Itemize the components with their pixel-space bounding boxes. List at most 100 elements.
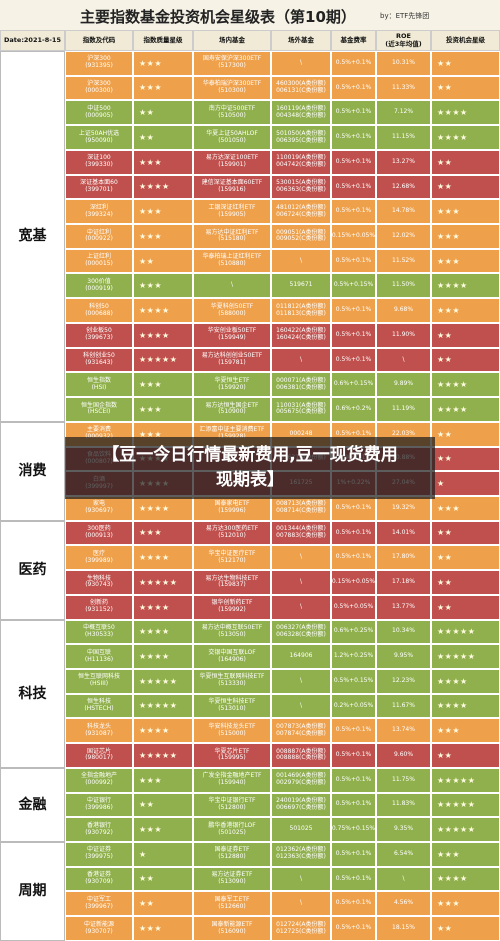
fee: 0.5%+0.1% (331, 75, 376, 101)
quality-stars: ★★★ (133, 273, 193, 299)
quality-stars: ★★ (133, 891, 193, 917)
index: 恒生科技 (HSTECH) (65, 693, 133, 719)
group-label: 周期 (0, 842, 65, 941)
opportunity-stars: ★★★ (431, 224, 500, 249)
otc-fund: 519671 (271, 273, 331, 299)
fee: 0.5%+0.1% (331, 495, 376, 521)
roe: 11.19% (376, 397, 431, 422)
exchange-fund: 华宝中证医疗ETF (512170) (193, 545, 271, 571)
column-header: 投资机会星级 (431, 30, 500, 51)
quality-stars: ★★ (133, 125, 193, 150)
group-label: 金融 (0, 767, 65, 842)
index: 创新药 (931152) (65, 594, 133, 620)
quality-stars: ★★★★ (133, 619, 193, 645)
opportunity-stars: ★★ (431, 149, 500, 175)
otc-fund: \ (271, 668, 331, 694)
roe: 14.01% (376, 520, 431, 546)
index: 恒生互联网科技 (HSIII) (65, 668, 133, 694)
exchange-fund: 华宝中证银行ETF (512800) (193, 792, 271, 818)
index: 中证银行 (399986) (65, 792, 133, 818)
roe: 9.95% (376, 644, 431, 669)
otc-fund: \ (271, 347, 331, 373)
index: 中证500 (000905) (65, 100, 133, 126)
fee: 0.5%+0.1% (331, 347, 376, 373)
opportunity-stars: ★★★★ (431, 372, 500, 398)
group-label: 科技 (0, 619, 65, 768)
quality-stars: ★★★★ (133, 594, 193, 620)
roe: 14.78% (376, 199, 431, 225)
opportunity-stars: ★★ (431, 421, 500, 447)
opportunity-stars: ★★★★ (431, 273, 500, 299)
quality-stars: ★★★★★ (133, 570, 193, 595)
title-bar: 主要指数基金投资机会星级表（第10期） by：ETF先锋团 (0, 0, 500, 30)
index: 深证100 (399330) (65, 149, 133, 175)
fee: 0.5%+0.1% (331, 51, 376, 76)
banner: 【豆一今日行情最新费用,豆一现货费用现期表】 (65, 437, 435, 499)
fee: 0.5%+0.1% (331, 891, 376, 917)
quality-stars: ★★★★ (133, 644, 193, 669)
roe: 13.27% (376, 149, 431, 175)
column-header: 指数及代码 (65, 30, 133, 51)
exchange-fund: 国泰新能源ETF (516090) (193, 916, 271, 941)
opportunity-stars: ★★★★ (431, 693, 500, 719)
fee: 0.5%+0.1% (331, 866, 376, 892)
exchange-fund: 交银中国互联LOF (164906) (193, 644, 271, 669)
fee: 0.5%+0.1% (331, 174, 376, 200)
quality-stars: ★★★★ (133, 322, 193, 348)
opportunity-stars: ★★ (431, 743, 500, 768)
opportunity-stars: ★★★★★ (431, 817, 500, 842)
quality-stars: ★★★ (133, 372, 193, 398)
fee: 0.75%+0.15% (331, 817, 376, 842)
roe: 11.75% (376, 767, 431, 793)
exchange-fund: 鹏华香港银行LOF (501025) (193, 817, 271, 842)
roe: 11.52% (376, 248, 431, 274)
fee: 0.6%+0.2% (331, 397, 376, 422)
quality-stars: ★★★ (133, 397, 193, 422)
roe: 12.02% (376, 224, 431, 249)
fee: 0.5%+0.1% (331, 149, 376, 175)
opportunity-stars: ★★★ (431, 248, 500, 274)
fee: 0.5%+0.1% (331, 298, 376, 323)
roe: 9.68% (376, 298, 431, 323)
index: 科创50 (000688) (65, 298, 133, 323)
exchange-fund: 易方达生物科技ETF (159837) (193, 570, 271, 595)
exchange-fund: 华泰柏瑞上证红利ETF (510880) (193, 248, 271, 274)
fee: 0.5%+0.15% (331, 668, 376, 694)
fee: 0.6%+0.25% (331, 619, 376, 645)
otc-fund: \ (271, 594, 331, 620)
otc-fund: 001344(A类份额) 007883(C类份额) (271, 520, 331, 546)
index: 国证芯片 (980017) (65, 743, 133, 768)
exchange-fund: 华夏恒生互联网科技ETF (513330) (193, 668, 271, 694)
roe: 19.32% (376, 495, 431, 521)
otc-fund: \ (271, 570, 331, 595)
index: 中证证券 (399975) (65, 842, 133, 867)
opportunity-stars: ★★ (431, 570, 500, 595)
roe: 10.34% (376, 619, 431, 645)
opportunity-stars: ★★★★ (431, 100, 500, 126)
otc-fund: 460300(A类份额) 006131(C类份额) (271, 75, 331, 101)
roe: 9.89% (376, 372, 431, 398)
index: 全指金融地产 (000992) (65, 767, 133, 793)
fee: 0.5%+0.1% (331, 199, 376, 225)
fee: 0.15%+0.05% (331, 224, 376, 249)
quality-stars: ★★★ (133, 51, 193, 76)
quality-stars: ★★★ (133, 149, 193, 175)
exchange-fund: 广发全指金融地产ETF (159940) (193, 767, 271, 793)
fee: 0.5%+0.1% (331, 743, 376, 768)
otc-fund: 001469(A类份额) 002979(C类份额) (271, 767, 331, 793)
quality-stars: ★★★★ (133, 545, 193, 571)
opportunity-stars: ★★★★ (431, 866, 500, 892)
otc-fund: \ (271, 248, 331, 274)
quality-stars: ★★★ (133, 199, 193, 225)
quality-stars: ★★★ (133, 767, 193, 793)
roe: 11.50% (376, 273, 431, 299)
fee: 0.5%+0.1% (331, 322, 376, 348)
index: 医疗 (399989) (65, 545, 133, 571)
roe: 17.80% (376, 545, 431, 571)
quality-stars: ★★★★★ (133, 743, 193, 768)
exchange-fund: 易方达300医药ETF (512010) (193, 520, 271, 546)
index: 香港证券 (930709) (65, 866, 133, 892)
fee: 0.5%+0.1% (331, 520, 376, 546)
index: 深证基本面60 (399701) (65, 174, 133, 200)
exchange-fund: 建信深证基本面60ETF (159916) (193, 174, 271, 200)
